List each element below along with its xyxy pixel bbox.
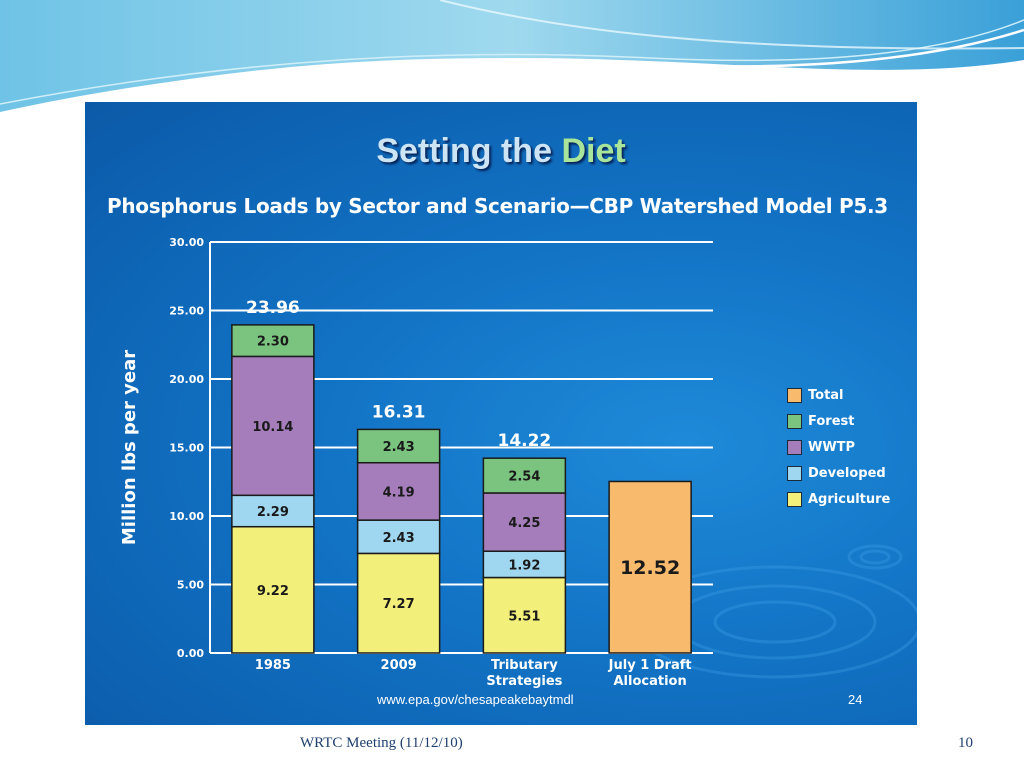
legend-swatch [787,491,802,507]
bar-segment-developed [482,550,567,579]
y-tick-label: 10.00 [169,510,204,523]
bar-value-label: 12.52 [620,557,680,579]
footer-text: WRTC Meeting (11/12/10) [300,735,463,751]
bar-value-label: 7.27 [383,597,415,612]
x-tick-label: 1985 [255,658,291,673]
bar-total-label: 23.96 [246,298,300,318]
stacked-bar-chart: 0.00 5.00 10.00 15.00 20.00 25.00 30.00 Million… [119,236,713,689]
y-tick-label: 5.00 [177,579,204,592]
x-tick-label: Tributary [491,658,558,673]
y-tick-label: 20.00 [169,373,204,386]
slide-title-prefix: Setting the [376,132,562,170]
bar-value-label: 2.54 [508,470,540,485]
legend-item-total: Total [787,382,890,408]
legend-swatch [787,465,802,481]
bar-segment-agriculture [231,525,315,654]
bar-segment-agriculture [482,576,567,654]
bar-segment-total [608,480,692,654]
y-tick-label: 0.00 [177,647,204,660]
y-tick-label: 25.00 [169,305,204,318]
bar-value-label: 4.19 [383,485,415,500]
x-tick-label: Strategies [486,674,562,689]
chart-legend: Total Forest WWTP Developed Agriculture [787,382,890,512]
legend-item-wwtp: WWTP [787,434,890,460]
legend-item-developed: Developed [787,460,890,486]
legend-swatch [787,413,802,429]
slide-title-accent: Diet [561,132,626,170]
bar-value-label: 4.25 [508,516,540,531]
inner-page-number: 24 [848,692,863,707]
bar-value-label: 2.43 [383,440,415,455]
y-tick-label: 15.00 [169,442,204,455]
legend-item-forest: Forest [787,408,890,434]
bar-segment-agriculture [356,552,441,654]
bar-total-label: 16.31 [372,402,426,422]
legend-swatch [787,387,802,403]
bar-segment-forest [356,428,441,464]
chart-title: Phosphorus Loads by Sector and Scenario—… [107,194,888,218]
bar-total-label: 14.22 [497,431,551,451]
y-axis-label: Million lbs per year [119,350,140,545]
bar-value-label: 10.14 [252,420,293,435]
legend-label: Developed [808,465,886,481]
legend-item-agriculture: Agriculture [787,486,890,512]
y-tick-label: 30.00 [169,236,204,249]
legend-label: Agriculture [808,491,891,507]
bar-value-label: 1.92 [508,558,540,573]
bar-value-label: 2.43 [383,531,415,546]
bar-segment-wwtp [482,492,567,552]
bar-segment-wwtp [356,461,441,521]
x-tick-label: Allocation [614,674,687,689]
slide-number: 10 [958,735,973,751]
source-url: www.epa.gov/chesapeakebaytmdl [377,692,574,707]
bar-segment-forest [231,324,315,358]
legend-swatch [787,439,802,455]
x-tick-label: 2009 [381,658,417,673]
x-tick-label: July 1 Draft [608,658,692,673]
legend-label: Forest [808,413,855,429]
bar-segment-wwtp [231,355,315,497]
bar-value-label: 2.29 [257,505,289,520]
bar-value-label: 5.51 [508,609,540,624]
slide-title: Setting the Diet [85,132,917,171]
bar-value-label: 2.30 [257,335,289,350]
bar-segment-forest [482,457,567,494]
slide-panel: Setting the Diet Phosphorus Loads by Sec… [85,102,917,725]
legend-label: WWTP [808,439,856,455]
legend-label: Total [808,387,844,403]
bar-value-label: 9.22 [257,584,289,599]
header-wave-decoration [0,0,1024,120]
